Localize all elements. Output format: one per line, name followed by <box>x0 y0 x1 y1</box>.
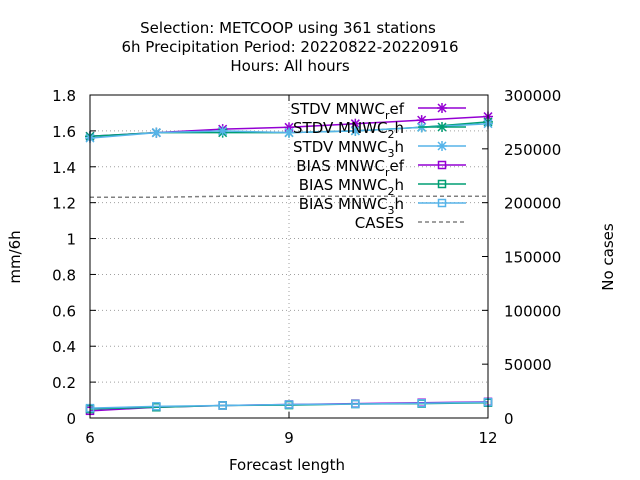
y-tick-label: 0 <box>66 410 76 428</box>
legend-label: CASES <box>355 214 404 232</box>
x-axis-label: Forecast length <box>229 456 345 474</box>
series-6 <box>90 195 488 199</box>
data-point <box>284 400 294 409</box>
title-line-2: 6h Precipitation Period: 20220822-202209… <box>121 38 458 56</box>
legend-label: STDV MNWC3h <box>293 138 404 160</box>
data-point <box>350 125 361 136</box>
grid <box>90 95 488 418</box>
legend-label: STDV MNWC2h <box>293 119 404 141</box>
data-point <box>284 127 294 138</box>
y2-tick-label: 50000 <box>504 356 552 374</box>
legend-label: BIAS MNWCref <box>296 157 404 179</box>
data-point <box>351 399 360 409</box>
data-point <box>417 399 426 408</box>
title-line-1: Selection: METCOOP using 361 stations <box>140 19 436 37</box>
series-5 <box>85 397 493 413</box>
y2-tick-label: 300000 <box>504 87 561 105</box>
legend-entry-4: BIAS MNWC2h <box>299 176 466 198</box>
series-line <box>90 195 488 199</box>
legend-marker <box>437 122 447 132</box>
x-tick-label: 9 <box>284 429 294 447</box>
legend-entry-3: BIAS MNWCref <box>296 157 466 179</box>
legend-label: BIAS MNWC3h <box>299 195 404 217</box>
x-tick-label: 6 <box>85 429 95 447</box>
legend-marker <box>437 160 447 170</box>
y-tick-label: 1 <box>66 231 76 249</box>
y-tick-label: 1.2 <box>52 195 76 213</box>
legend-entry-1: STDV MNWC2h <box>293 119 466 141</box>
y-tick-label: 1.6 <box>52 123 76 141</box>
legend-label: BIAS MNWC2h <box>299 176 404 198</box>
data-point <box>151 127 162 138</box>
y-tick-label: 1.8 <box>52 87 76 105</box>
legend-entry-2: STDV MNWC3h <box>293 138 466 160</box>
series-line <box>89 401 489 409</box>
legend-entry-6: CASES <box>355 214 466 232</box>
y-tick-label: 1.4 <box>52 159 76 177</box>
legend-marker <box>437 141 447 151</box>
y2-axis-ticks: 0 50000 100000 150000 200000 250000 300000 <box>482 87 561 428</box>
y2-tick-label: 0 <box>504 410 514 428</box>
y2-tick-label: 100000 <box>504 302 561 320</box>
title-line-3: Hours: All hours <box>230 57 349 75</box>
y-tick-label: 0.8 <box>52 266 76 284</box>
series-layer <box>85 111 493 416</box>
data-point <box>152 402 161 411</box>
data-point <box>218 401 227 410</box>
legend-marker <box>437 198 447 208</box>
x-axis-ticks: 6 9 12 <box>85 95 498 447</box>
y-tick-label: 0.4 <box>52 338 76 356</box>
y2-tick-label: 250000 <box>504 141 561 159</box>
legend-marker <box>437 103 447 113</box>
y2-tick-label: 150000 <box>504 249 561 267</box>
y-tick-label: 0.6 <box>52 302 76 320</box>
legend-marker <box>437 179 447 189</box>
y-axis-label: mm/6h <box>6 230 24 283</box>
legend-entry-5: BIAS MNWC3h <box>299 195 466 217</box>
legend-label: STDV MNWCref <box>290 100 404 122</box>
x-tick-label: 12 <box>478 429 497 447</box>
data-point <box>217 125 228 136</box>
y-axis-ticks: 0 0.2 0.4 0.6 0.8 1 1.2 1.4 1.6 1.8 <box>52 87 96 428</box>
y2-axis-label: No cases <box>599 223 617 291</box>
cases-layer <box>90 195 488 199</box>
legend-entry-0: STDV MNWCref <box>290 100 466 122</box>
y2-tick-label: 200000 <box>504 195 561 213</box>
chart-title: Selection: METCOOP using 361 stations 6h… <box>121 19 458 75</box>
y-tick-label: 0.2 <box>52 374 76 392</box>
